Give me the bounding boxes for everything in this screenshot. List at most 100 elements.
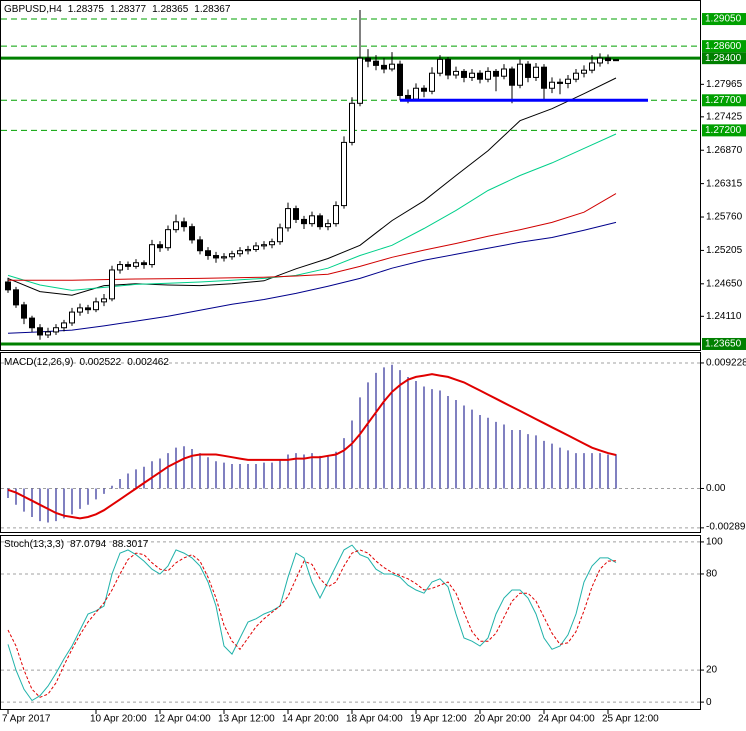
y-tick-label: -0.002895: [706, 522, 746, 533]
y-tick-label: 0.009228: [706, 358, 746, 369]
header-value: 87.0794: [70, 539, 107, 550]
candle-body: [549, 81, 555, 89]
candle-body: [77, 307, 83, 313]
header-value: Stoch(13,3,3): [4, 539, 64, 550]
candle-body: [117, 264, 123, 271]
candle-body: [357, 57, 363, 104]
candle-body: [501, 68, 507, 77]
candle-body: [605, 57, 611, 62]
candle-body: [493, 70, 499, 77]
stoch-signal-line: [7, 549, 617, 698]
candle-body: [325, 223, 331, 228]
candle-body: [293, 208, 299, 220]
candle-body: [261, 244, 267, 247]
candle-body: [613, 59, 619, 62]
candle-body: [565, 78, 571, 84]
candle-body: [509, 68, 515, 86]
x-tick-label: 13 Apr 12:00: [218, 714, 275, 725]
x-tick-label: 24 Apr 04:00: [538, 714, 595, 725]
y-tick-label: 1.25205: [706, 245, 743, 256]
candle-body: [437, 58, 443, 74]
stoch-main-line: [7, 544, 617, 702]
y-tick-label: 1.25760: [706, 212, 743, 223]
candle-body: [213, 255, 219, 259]
header-value: 88.3017: [112, 539, 149, 550]
candle-body: [373, 60, 379, 66]
candle-body: [589, 62, 595, 71]
level-label-box: [702, 52, 746, 65]
header-value: 0.002462: [127, 357, 169, 368]
y-tick-label: 1.27965: [706, 79, 743, 90]
candle-body: [109, 269, 115, 300]
candle-body: [285, 208, 291, 229]
candle-body: [157, 244, 163, 249]
header-value: MACD(12,26,9): [4, 357, 73, 368]
candle-body: [301, 218, 307, 225]
level-label: 1.23650: [705, 339, 742, 350]
candle-body: [141, 262, 147, 266]
candle-body: [533, 66, 539, 78]
header-value: GBPUSD,H4: [4, 4, 62, 15]
x-tick-label: 18 Apr 04:00: [346, 714, 403, 725]
candle-body: [557, 81, 563, 84]
level-label: 1.28400: [705, 53, 742, 64]
candle-body: [61, 322, 67, 329]
y-tick-label: 1.27425: [706, 111, 743, 122]
candle-body: [349, 102, 355, 143]
candle-body: [93, 301, 99, 311]
candle-body: [189, 226, 195, 241]
candle-body: [5, 281, 11, 291]
panel-header: Stoch(13,3,3) 87.0794 88.3017: [4, 539, 149, 550]
moving-average: [8, 193, 617, 281]
candle-body: [181, 221, 187, 228]
candle-body: [269, 241, 275, 246]
y-tick-label: 100: [706, 537, 723, 548]
candle-body: [581, 69, 587, 74]
candle-body: [317, 215, 323, 228]
macd-panel-frame: [0, 352, 701, 533]
y-tick-label: 1.26870: [706, 145, 743, 156]
candle-body: [573, 72, 579, 80]
candle-body: [445, 58, 451, 76]
candle-body: [517, 63, 523, 86]
candle-body: [309, 215, 315, 225]
y-tick-label: 0.00: [706, 483, 726, 494]
candle-body: [485, 70, 491, 80]
candle-body: [381, 64, 387, 70]
level-label-box: [702, 40, 746, 53]
candle-body: [413, 87, 419, 100]
candle-body: [277, 227, 283, 243]
y-tick-label: 80: [706, 569, 718, 580]
x-tick-label: 19 Apr 12:00: [410, 714, 467, 725]
candle-body: [85, 307, 91, 311]
candle-body: [21, 304, 27, 319]
candle-body: [165, 229, 171, 249]
header-value: 1.28367: [194, 4, 231, 15]
candle-body: [101, 298, 107, 303]
candle-body: [197, 239, 203, 252]
candle-body: [461, 70, 467, 78]
candle-body: [421, 87, 427, 92]
candle-body: [13, 289, 19, 306]
level-label: 1.29050: [705, 14, 742, 25]
x-tick-label: 12 Apr 04:00: [154, 714, 211, 725]
level-label: 1.28600: [705, 41, 742, 52]
candle-body: [245, 249, 251, 252]
x-tick-label: 7 Apr 2017: [2, 714, 51, 725]
header-value: 1.28375: [68, 4, 105, 15]
candle-body: [253, 245, 259, 251]
candle-body: [53, 327, 59, 333]
candle-body: [405, 94, 411, 100]
level-label-box: [702, 94, 746, 107]
candle-body: [541, 66, 547, 89]
level-label-box: [702, 124, 746, 137]
candle-body: [37, 327, 43, 336]
candle-body: [125, 264, 131, 267]
candle-body: [229, 253, 235, 258]
candle-body: [29, 317, 35, 329]
candle-body: [221, 256, 227, 259]
level-label: 1.27200: [705, 125, 742, 136]
